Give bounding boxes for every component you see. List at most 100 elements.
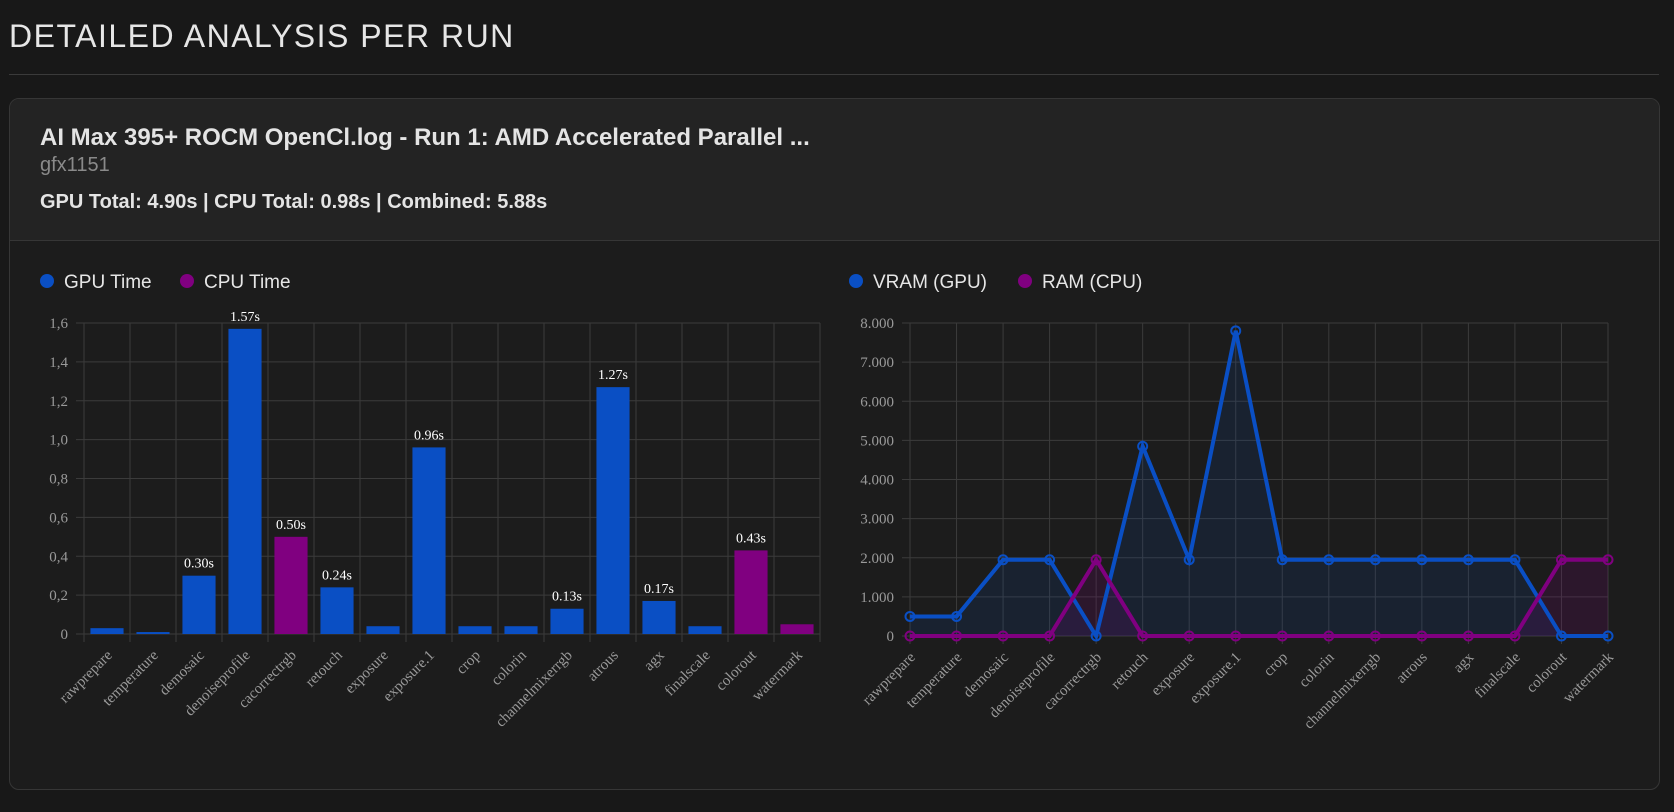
point-ram-cpu--temperature	[951, 630, 963, 642]
x-tick-label: colorout	[1524, 649, 1571, 696]
point-vram-gpu--channelmixerrgb	[1369, 554, 1381, 566]
y-tick-label: 1,2	[49, 394, 68, 410]
y-tick-label: 0,6	[49, 510, 68, 526]
point-ram-cpu--agx	[1462, 630, 1474, 642]
point-vram-gpu--atrous	[1416, 554, 1428, 566]
point-vram-gpu--finalscale	[1509, 554, 1521, 566]
y-tick-label: 1,0	[49, 433, 68, 449]
run-card-header: AI Max 395+ ROCM OpenCl.log - Run 1: AMD…	[10, 99, 1659, 241]
point-vram-gpu--rawprepare	[904, 610, 916, 622]
point-ram-cpu--cacorrectrgb	[1090, 554, 1102, 566]
point-vram-gpu--retouch	[1137, 440, 1149, 452]
bar-denoiseprofile	[228, 328, 262, 634]
point-ram-cpu--rawprepare	[904, 630, 916, 642]
y-tick-label: 8.000	[860, 316, 894, 332]
y-tick-label: 0	[887, 629, 895, 645]
y-tick-label: 0,2	[49, 588, 68, 604]
y-tick-label: 0,4	[49, 549, 68, 565]
x-tick-label: finalscale	[1472, 649, 1524, 701]
bar-rawprepare	[90, 628, 124, 634]
x-tick-label: watermark	[1560, 649, 1617, 706]
section-title: DETAILED ANALYSIS PER RUN	[9, 18, 515, 54]
bar-chart-legend: GPU Time CPU Time	[40, 272, 291, 293]
bar-data-label: 0.30s	[184, 557, 214, 572]
run-title: AI Max 395+ ROCM OpenCl.log - Run 1: AMD…	[40, 124, 810, 151]
legend-label-vram-gpu-: VRAM (GPU)	[873, 272, 987, 293]
area-fill-vram-gpu-	[910, 330, 1608, 636]
point-vram-gpu--agx	[1462, 554, 1474, 566]
run-totals: GPU Total: 4.90s | CPU Total: 0.98s | Co…	[40, 191, 548, 213]
y-tick-label: 3.000	[860, 512, 894, 528]
run-card: AI Max 395+ ROCM OpenCl.log - Run 1: AMD…	[9, 98, 1660, 790]
point-vram-gpu--watermark	[1602, 630, 1614, 642]
bar-data-label: 0.13s	[552, 590, 582, 605]
bar-data-label: 0.43s	[736, 531, 766, 546]
bar-exposure.1	[412, 447, 446, 634]
bar-watermark	[780, 624, 814, 634]
bar-data-label: 0.24s	[322, 568, 352, 583]
point-ram-cpu--crop	[1276, 630, 1288, 642]
point-vram-gpu--cacorrectrgb	[1090, 630, 1102, 642]
bar-exposure	[366, 626, 400, 634]
series-line-ram-cpu-	[910, 555, 1608, 638]
x-tick-label: retouch	[1108, 649, 1151, 692]
legend-dot-cpu-time	[180, 274, 194, 288]
y-tick-label: 4.000	[860, 473, 894, 489]
point-vram-gpu--demosaic	[997, 554, 1009, 566]
point-ram-cpu--channelmixerrgb	[1369, 630, 1381, 642]
legend-label-gpu-time: GPU Time	[64, 272, 152, 293]
bar-retouch	[320, 587, 354, 634]
point-vram-gpu--crop	[1276, 554, 1288, 566]
line-chart-legend: VRAM (GPU) RAM (CPU)	[849, 272, 1142, 293]
x-tick-label: atrous	[1393, 649, 1430, 686]
bar-demosaic	[182, 575, 216, 634]
bar-data-label: 0.96s	[414, 428, 444, 443]
point-ram-cpu--exposure	[1183, 630, 1195, 642]
point-ram-cpu--retouch	[1137, 630, 1149, 642]
point-ram-cpu--colorin	[1323, 630, 1335, 642]
bar-temperature	[136, 632, 170, 634]
point-ram-cpu--colorout	[1555, 554, 1567, 566]
legend-label-cpu-time: CPU Time	[204, 272, 291, 293]
run-device: gfx1151	[40, 154, 110, 176]
bar-data-label: 1.27s	[598, 368, 628, 383]
bar-channelmixerrgb	[550, 608, 584, 634]
bar-colorout	[734, 550, 768, 634]
bar-agx	[642, 600, 676, 634]
y-tick-label: 0	[61, 627, 69, 643]
point-ram-cpu--watermark	[1602, 554, 1614, 566]
point-ram-cpu--exposure.1	[1230, 630, 1242, 642]
x-tick-label: colorin	[1296, 649, 1338, 691]
x-tick-label: crop	[1261, 650, 1291, 680]
bar-data-label: 0.50s	[276, 518, 306, 533]
legend-dot-gpu-time	[40, 274, 54, 288]
point-vram-gpu--exposure	[1183, 554, 1195, 566]
point-vram-gpu--exposure.1	[1230, 325, 1242, 337]
legend-label-ram-cpu-: RAM (CPU)	[1042, 272, 1142, 293]
point-vram-gpu--temperature	[951, 610, 963, 622]
x-tick-label: exposure.1	[1187, 650, 1245, 708]
point-vram-gpu--colorout	[1555, 630, 1567, 642]
section-divider	[9, 74, 1659, 75]
bar-colorin	[504, 626, 538, 634]
bar-crop	[458, 626, 492, 634]
y-tick-label: 1.000	[860, 590, 894, 606]
bar-finalscale	[688, 626, 722, 634]
point-vram-gpu--colorin	[1323, 554, 1335, 566]
y-tick-label: 1,6	[49, 316, 68, 332]
y-tick-label: 2.000	[860, 551, 894, 567]
bar-atrous	[596, 387, 630, 634]
point-ram-cpu--demosaic	[997, 630, 1009, 642]
y-tick-label: 7.000	[860, 355, 894, 371]
point-ram-cpu--denoiseprofile	[1044, 630, 1056, 642]
point-vram-gpu--denoiseprofile	[1044, 554, 1056, 566]
bar-data-label: 0.17s	[644, 582, 674, 597]
legend-dot-vram-gpu-	[849, 274, 863, 288]
y-tick-label: 1,4	[49, 355, 68, 371]
y-tick-label: 5.000	[860, 433, 894, 449]
y-tick-label: 6.000	[860, 394, 894, 410]
point-ram-cpu--finalscale	[1509, 630, 1521, 642]
legend-dot-ram-cpu-	[1018, 274, 1032, 288]
